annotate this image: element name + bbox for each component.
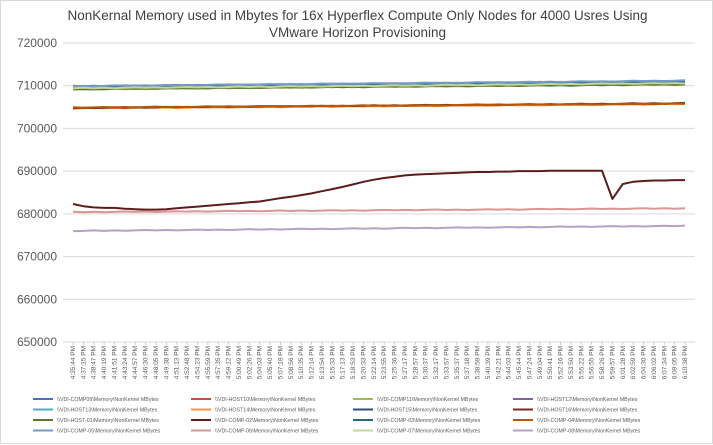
series-line [72,224,686,233]
legend-entry: \\VDI-HOST-01\Memory\NonKernel MBytes [57,418,159,424]
x-tick-label: 4:37:15 PM [80,346,87,379]
y-tick-label: 690000 [17,164,57,178]
x-tick-label: 5:28:57 PM [412,346,419,379]
x-tick-label: 5:13:54 PM [319,346,326,379]
x-tick-label: 5:40:39 PM [485,346,492,379]
x-tick-label: 5:04:03 PM [257,346,264,379]
y-tick-label: 650000 [17,335,57,349]
y-tick-label: 660000 [17,292,57,306]
x-tick-label: 5:58:26 PM [599,346,606,379]
x-tick-label: 5:59:57 PM [609,346,616,379]
x-tick-label: 5:52:16 PM [558,346,565,379]
x-tick-label: 4:44:57 PM [132,346,139,379]
x-tick-label: 5:05:40 PM [267,346,274,379]
x-tick-label: 5:32:17 PM [433,346,440,379]
x-tick-label: 5:07:18 PM [277,346,284,379]
series-line [72,207,686,214]
x-tick-label: 5:50:41 PM [547,346,554,379]
x-tick-label: 5:23:55 PM [381,346,388,379]
x-tick-label: 5:18:53 PM [350,346,357,379]
x-tick-label: 6:07:34 PM [661,346,668,379]
x-tick-label: 4:48:05 PM [153,346,160,379]
legend-entry: \\VDI-COMP-07\Memory\NonKernel MBytes [377,429,481,435]
x-tick-label: 5:33:57 PM [443,346,450,379]
x-tick-label: 4:51:13 PM [174,346,181,379]
x-tick-label: 5:25:36 PM [392,346,399,379]
y-tick-label: 670000 [17,250,57,264]
legend-entry: \\VDI-COMP09\Memory\NonKernel MBytes [57,397,159,403]
x-tick-label: 6:02:59 PM [630,346,637,379]
x-tick-label: 6:04:30 PM [641,346,648,379]
x-tick-label: 5:02:26 PM [246,346,253,379]
x-tick-label: 4:49:38 PM [163,346,170,379]
legend-entry: \\VDI-HOST13\Memory\NonKernel MBytes [57,408,158,414]
y-tick-label: 700000 [17,121,57,135]
series-line [72,79,686,88]
series-line [72,82,686,90]
legend-entry: \\VDI-COMP-06\Memory\NonKernel MBytes [215,429,319,435]
legend-entry: \\VDI-COMP-08\Memory\NonKernel MBytes [537,429,641,435]
x-tick-label: 4:40:19 PM [101,346,108,379]
x-tick-label: 5:27:17 PM [402,346,409,379]
x-tick-label: 4:55:59 PM [205,346,212,379]
x-tick-label: 5:10:35 PM [298,346,305,379]
series-line [72,102,686,109]
chart-title-line-1: NonKernal Memory used in Mbytes for 16x … [67,8,648,23]
x-tick-label: 4:54:23 PM [194,346,201,379]
x-tick-label: 5:44:03 PM [506,346,513,379]
x-tick-label: 4:52:48 PM [184,346,191,379]
x-tick-label: 5:22:14 PM [371,346,378,379]
x-tick-label: 5:20:33 PM [360,346,367,379]
y-tick-label: 680000 [17,207,57,221]
x-tick-label: 5:42:21 PM [495,346,502,379]
x-tick-label: 4:43:24 PM [122,346,129,379]
x-tick-label: 5:37:18 PM [464,346,471,379]
x-tick-label: 6:09:05 PM [672,346,679,379]
x-tick-label: 5:12:14 PM [309,346,316,379]
legend-entry: \\VDI-HOST14\Memory\NonKernel MBytes [215,408,316,414]
x-tick-label: 5:53:50 PM [568,346,575,379]
legend-entry: \\VDI-COMP-05\Memory\NonKernel MBytes [57,429,161,435]
x-tick-label: 6:06:02 PM [651,346,658,379]
legend-entry: \\VDI-COMP-04\Memory\NonKernel MBytes [537,418,641,424]
x-tick-label: 5:55:22 PM [578,346,585,379]
x-tick-label: 5:08:56 PM [288,346,295,379]
x-tick-label: 4:38:47 PM [91,346,98,379]
x-tick-label: 5:47:24 PM [526,346,533,379]
series-line [72,169,685,211]
y-tick-label: 710000 [17,79,57,93]
legend-entry: \\VDI-COMP11\Memory\NonKernel MBytes [377,397,479,403]
x-tick-label: 4:57:35 PM [215,346,222,379]
legend-entry: \\VDI-HOST15\Memory\NonKernel MBytes [377,408,478,414]
x-tick-label: 4:41:51 PM [111,346,118,379]
x-tick-label: 5:00:49 PM [236,346,243,379]
x-tick-label: 5:30:37 PM [423,346,430,379]
x-tick-label: 5:35:37 PM [454,346,461,379]
y-tick-label: 720000 [17,36,57,50]
legend-entry: \\VDI-HOST16\Memory\NonKernel MBytes [537,408,638,414]
chart-title-line-2: VMware Horizon Provisioning [268,25,447,40]
legend-entry: \\VDI-HOST12\Memory\NonKernel MBytes [537,397,638,403]
x-tick-label: 5:15:33 PM [329,346,336,379]
x-tick-label: 5:17:13 PM [340,346,347,379]
x-tick-label: 5:56:55 PM [589,346,596,379]
legend-entry: \\VDI-COMP-03\Memory\NonKernel MBytes [377,418,481,424]
x-tick-label: 6:10:38 PM [682,346,689,379]
x-tick-label: 4:35:44 PM [70,346,77,379]
legend-entry: \\VDI-COMP-02\Memory\NonKernel MBytes [215,418,319,424]
x-tick-label: 6:01:28 PM [620,346,627,379]
chart-title: NonKernal Memory used in Mbytes for 16x … [1,7,713,41]
x-tick-label: 5:49:04 PM [537,346,544,379]
x-tick-label: 5:45:44 PM [516,346,523,379]
x-tick-label: 5:38:59 PM [475,346,482,379]
x-tick-label: 4:59:12 PM [226,346,233,379]
x-tick-label: 4:46:30 PM [143,346,150,379]
legend-entry: \\VDI-HOST10\Memory\NonKernel MBytes [215,397,316,403]
